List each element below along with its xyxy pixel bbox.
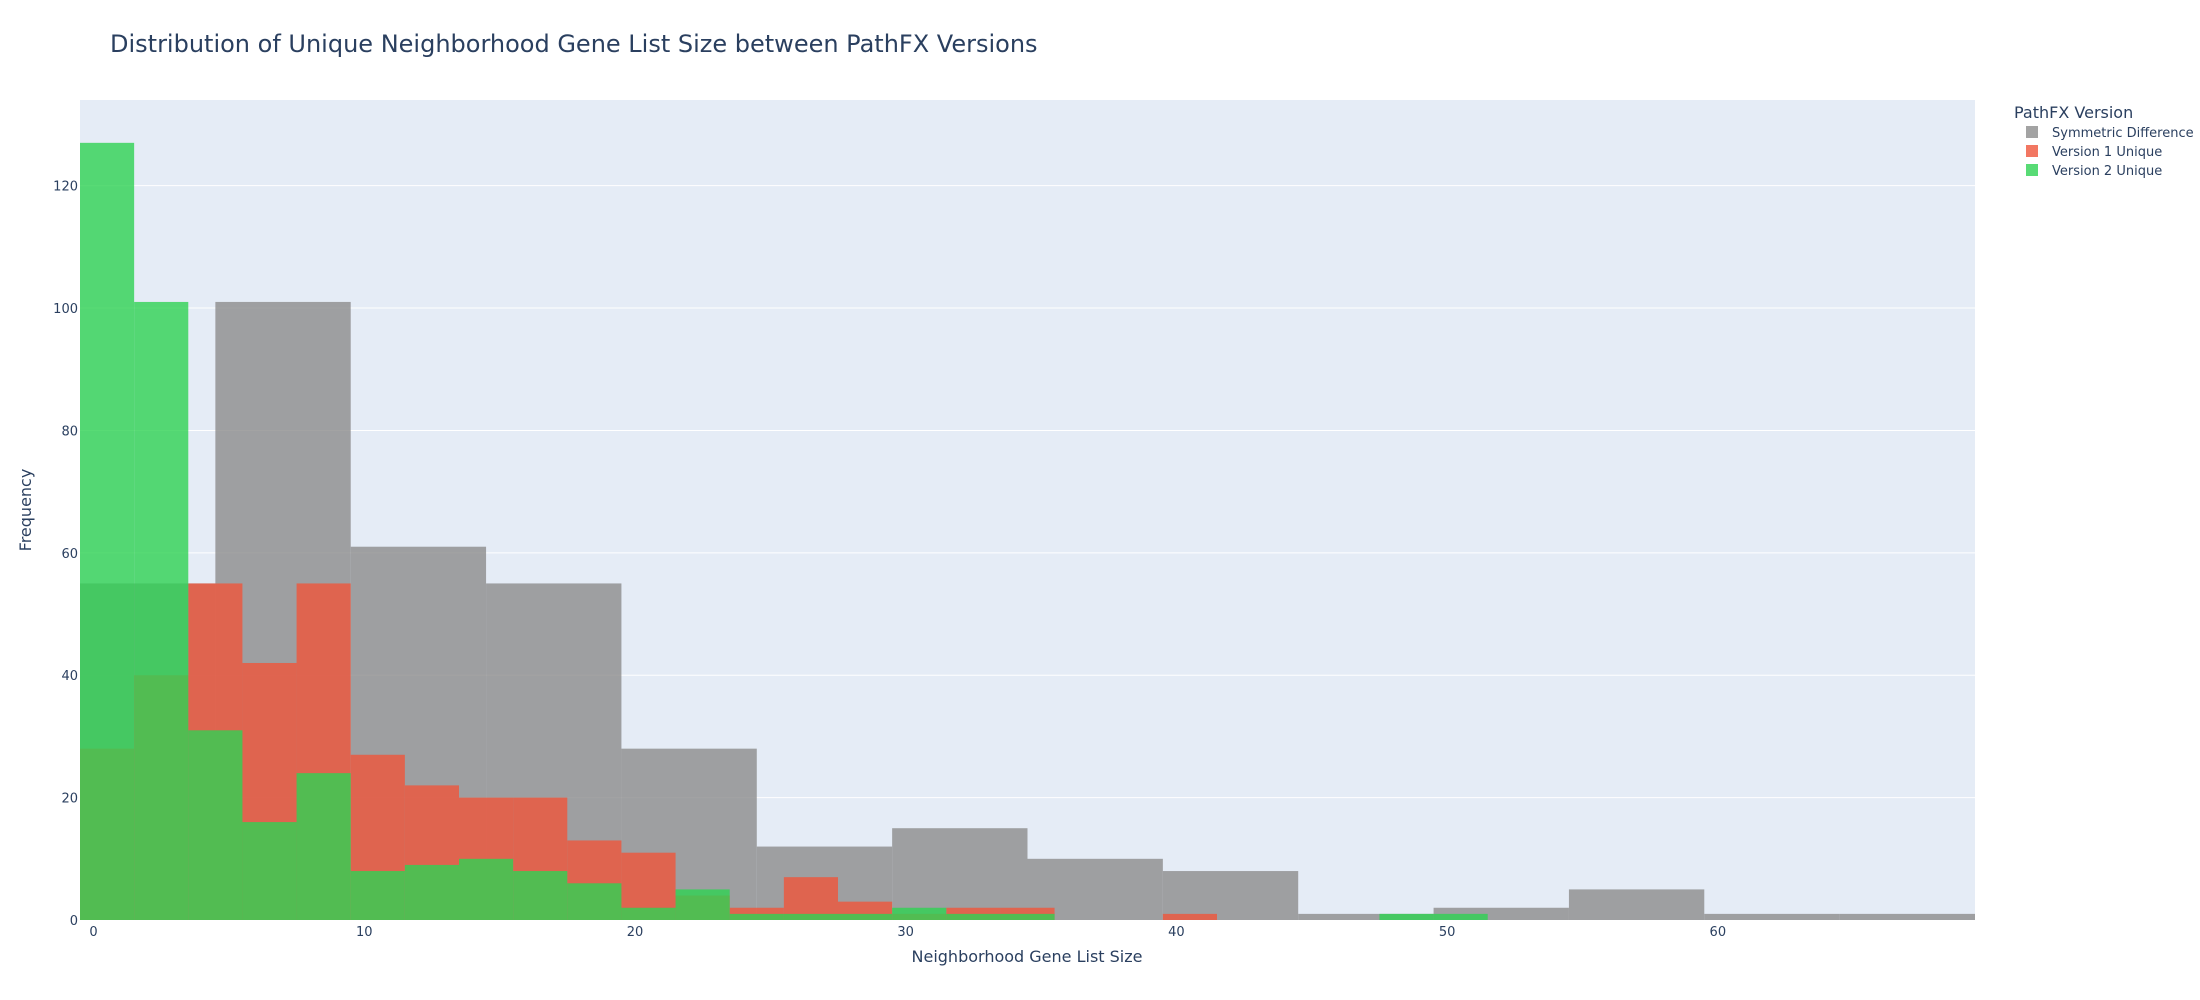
histogram-bar (1162, 913, 1217, 920)
legend-swatch (2026, 145, 2038, 157)
histogram-bar (946, 913, 1001, 920)
y-tick-label: 120 (53, 180, 78, 195)
histogram-bar (783, 877, 838, 920)
x-axis-ticks: 0 10 20 30 40 50 60 (89, 925, 1726, 940)
y-tick-label: 60 (61, 547, 78, 562)
legend-item[interactable]: Symmetric Difference (2026, 126, 2194, 141)
histogram-bar (567, 883, 622, 920)
legend: PathFX Version Symmetric Difference Versi… (2014, 103, 2194, 179)
y-tick-label: 100 (53, 302, 78, 317)
histogram-bar (296, 773, 351, 920)
y-axis-title: Frequency (16, 469, 35, 552)
legend-label: Symmetric Difference (2052, 126, 2194, 141)
x-tick-label: 30 (897, 925, 914, 940)
histogram-bar (1162, 871, 1299, 920)
histogram-bar (188, 730, 243, 920)
legend-label: Version 1 Unique (2052, 145, 2162, 160)
legend-swatch (2026, 126, 2038, 138)
x-tick-label: 0 (89, 925, 97, 940)
histogram-bar (783, 913, 838, 920)
bars (80, 142, 1975, 920)
x-tick-label: 10 (356, 925, 373, 940)
y-tick-label: 20 (61, 792, 78, 807)
chart-title: Distribution of Unique Neighborhood Gene… (110, 30, 1038, 58)
histogram-bar (1433, 913, 1488, 920)
histogram-bar (1000, 913, 1055, 920)
histogram-bar (621, 907, 676, 920)
x-tick-label: 40 (1168, 925, 1185, 940)
legend-label: Version 2 Unique (2052, 164, 2162, 179)
histogram-bar (1298, 913, 1434, 920)
histogram-bar (1568, 889, 1705, 920)
histogram-bar (1379, 913, 1434, 920)
histogram-bar (1704, 913, 1840, 920)
legend-swatch (2026, 164, 2038, 176)
histogram-bar (892, 907, 947, 920)
y-tick-label: 80 (61, 424, 78, 439)
x-tick-label: 50 (1439, 925, 1456, 940)
histogram-bar (513, 871, 568, 920)
y-axis-ticks: 0 20 40 60 80 100 120 (53, 180, 78, 929)
histogram-bar (1839, 913, 1975, 920)
histogram-bar (404, 864, 459, 920)
histogram-bar (80, 142, 135, 920)
histogram-bar (675, 889, 730, 920)
y-tick-label: 0 (70, 914, 78, 929)
histogram-bar (459, 858, 514, 920)
x-axis-title: Neighborhood Gene List Size (912, 947, 1143, 966)
legend-item[interactable]: Version 1 Unique (2026, 145, 2162, 160)
legend-item[interactable]: Version 2 Unique (2026, 164, 2162, 179)
histogram-bar (134, 301, 189, 920)
y-tick-label: 40 (61, 669, 78, 684)
x-tick-label: 20 (627, 925, 644, 940)
histogram-bar (242, 822, 297, 920)
legend-title: PathFX Version (2014, 103, 2133, 122)
series-version-2-unique (80, 142, 1488, 920)
x-tick-label: 60 (1710, 925, 1727, 940)
histogram-bar (838, 913, 893, 920)
histogram-bar (729, 913, 784, 920)
histogram-bar (350, 871, 405, 920)
histogram-bar (892, 828, 1028, 920)
